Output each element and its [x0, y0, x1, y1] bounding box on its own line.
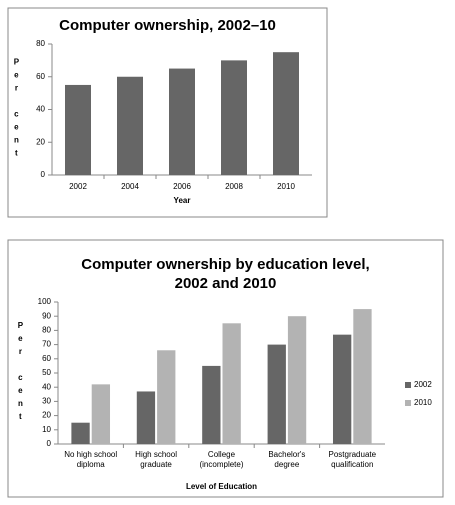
y-tick-label: 0	[41, 170, 46, 179]
y-tick-label: 20	[36, 137, 45, 146]
bar	[202, 365, 221, 444]
y-tick-label: 50	[42, 368, 51, 377]
legend-swatch	[405, 382, 411, 388]
bar	[71, 422, 90, 444]
y-axis-label: Per cent	[16, 321, 25, 425]
y-tick-label: 100	[38, 297, 52, 306]
y-tick-label: 40	[36, 105, 45, 114]
y-tick-label: 80	[42, 326, 51, 335]
y-tick-label: 70	[42, 340, 51, 349]
legend-label: 2010	[414, 398, 432, 407]
x-tick-label: 2006	[173, 182, 191, 191]
bar	[221, 60, 247, 175]
x-axis-label: Year	[174, 196, 191, 205]
y-tick-label: 20	[42, 411, 51, 420]
y-tick-label: 90	[42, 311, 51, 320]
y-tick-label: 0	[47, 439, 52, 448]
y-axis-label: Per cent	[12, 58, 21, 162]
bar	[267, 344, 286, 444]
bar	[222, 323, 241, 444]
chart-title: Computer ownership, 2002–10	[59, 17, 276, 34]
x-tick-label: 2004	[121, 182, 139, 191]
bar	[169, 68, 195, 175]
bar	[157, 350, 176, 444]
legend-swatch	[405, 400, 411, 406]
y-tick-label: 40	[42, 382, 51, 391]
x-tick-label: College (incomplete)	[199, 450, 244, 469]
y-tick-label: 30	[42, 397, 51, 406]
y-tick-label: 80	[36, 39, 45, 48]
bar	[273, 52, 299, 175]
legend-label: 2002	[414, 380, 432, 389]
x-tick-label: 2008	[225, 182, 243, 191]
y-tick-label: 10	[42, 425, 51, 434]
chart-title: 2002 and 2010	[175, 275, 277, 292]
bar	[65, 84, 91, 175]
bar	[91, 384, 111, 444]
bar	[136, 391, 156, 444]
x-tick-label: 2010	[277, 182, 295, 191]
bar	[353, 309, 372, 444]
chart-title: Computer ownership by education level,	[81, 256, 369, 273]
x-tick-label: 2002	[69, 182, 87, 191]
y-tick-label: 60	[36, 72, 45, 81]
y-tick-label: 60	[42, 354, 51, 363]
x-tick-label: High school graduate	[135, 450, 177, 469]
bar	[117, 76, 143, 175]
x-tick-label: No high school diploma	[64, 450, 118, 469]
x-tick-label: Bachelor's degree	[268, 450, 306, 469]
x-axis-label: Level of Education	[186, 482, 257, 491]
x-tick-label: Postgraduate qualification	[328, 450, 377, 469]
bar	[287, 316, 307, 444]
bar	[332, 334, 352, 444]
